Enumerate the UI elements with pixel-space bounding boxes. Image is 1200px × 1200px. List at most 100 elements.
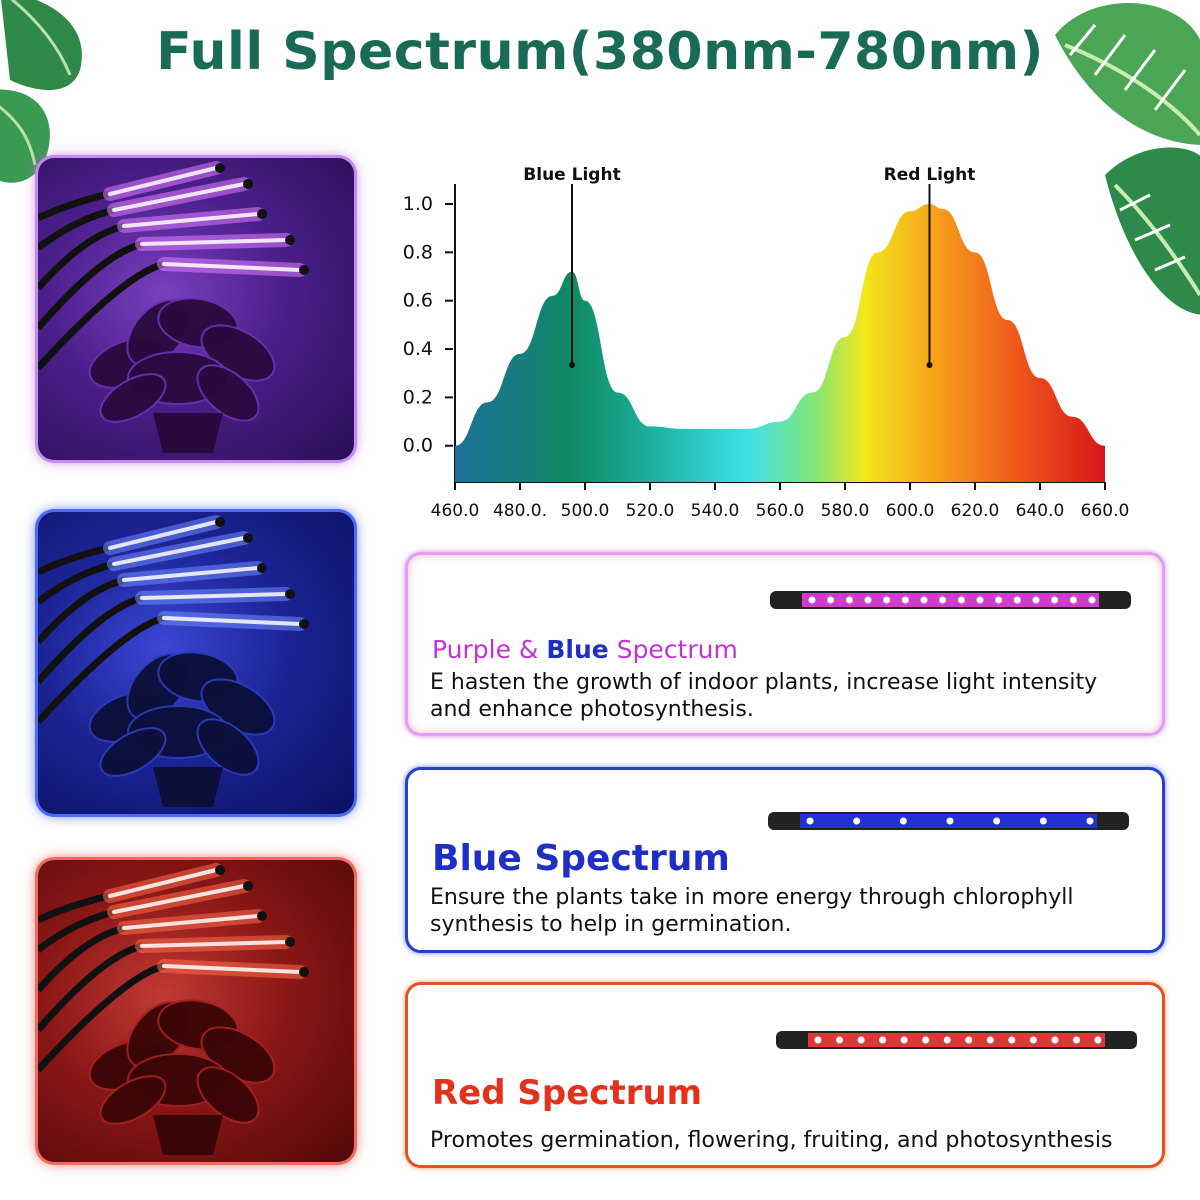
- lamp-arm: [38, 908, 115, 953]
- lamp-cap: [243, 881, 253, 891]
- led-dot: [901, 596, 909, 604]
- lamp-cap: [299, 265, 309, 275]
- card-description: Promotes germination, flowering, fruitin…: [430, 1128, 1113, 1153]
- plant-leaf: [99, 727, 167, 777]
- y-tick-label: 1.0: [403, 193, 433, 215]
- red-spectrum-card: Red Spectrum Promotes germination, flowe…: [405, 982, 1165, 1168]
- monstera-leaf-icon: [0, 0, 82, 183]
- lamp-arm: [38, 962, 165, 1073]
- lamp-cap: [215, 163, 225, 173]
- y-tick-label: 0.2: [403, 386, 433, 408]
- x-tick-label: 540.0: [691, 501, 740, 521]
- lamp-arm: [38, 594, 143, 685]
- lamp-tube: [122, 914, 260, 930]
- led-dot: [1039, 817, 1047, 825]
- heading-amp: &: [510, 635, 547, 664]
- lamp-tube: [112, 536, 246, 566]
- lamp-arm: [38, 222, 125, 291]
- monstera-leaf-icon: [1055, 2, 1200, 315]
- led-dot: [920, 596, 928, 604]
- spectrum-area: [455, 204, 1105, 482]
- led-dot: [845, 596, 853, 604]
- lamp-tube: [162, 262, 302, 272]
- lamp-tube: [162, 616, 302, 626]
- lamp-arm: [38, 924, 125, 993]
- lamp-cap: [215, 865, 225, 875]
- lamp-arm: [38, 942, 143, 1033]
- lamp-cap: [299, 619, 309, 629]
- led-dot: [827, 596, 835, 604]
- lamp-arm: [38, 190, 109, 222]
- card-heading: Purple & Blue Spectrum: [432, 635, 738, 664]
- led-dot: [879, 1036, 887, 1044]
- led-dot: [900, 1036, 908, 1044]
- led-dot: [943, 1036, 951, 1044]
- led-dot: [806, 817, 814, 825]
- lamp-cap: [285, 589, 295, 599]
- led-dot: [1072, 1036, 1080, 1044]
- led-dot: [1086, 817, 1094, 825]
- lamp-cap: [257, 563, 267, 573]
- plant-leaf: [99, 373, 167, 423]
- blue-lamp-photo: [38, 512, 354, 814]
- led-dot: [993, 817, 1001, 825]
- lamp-arm: [38, 260, 165, 371]
- heading-word-purple: Purple: [432, 635, 511, 664]
- y-tick-label: 0.0: [403, 435, 433, 457]
- led-dot: [1029, 1036, 1037, 1044]
- x-tick-label: 580.0: [821, 501, 870, 521]
- purple-led-bar-icon: [770, 591, 1131, 609]
- lamp-tube: [140, 238, 288, 246]
- card-description: Ensure the plants take in more energy th…: [430, 885, 1074, 937]
- red-lamp-photo: [38, 860, 354, 1162]
- x-tick-label: 660.0: [1081, 501, 1130, 521]
- plant-leaf: [99, 1075, 167, 1125]
- purple-lamp-photo: [38, 158, 354, 460]
- led-dot: [995, 596, 1003, 604]
- plant-leaf: [196, 364, 260, 422]
- lamp-tube: [140, 940, 288, 948]
- annotation-label: Blue Light: [523, 165, 620, 185]
- lamp-arm: [38, 240, 143, 331]
- x-tick-label: 640.0: [1016, 501, 1065, 521]
- led-dot: [986, 1036, 994, 1044]
- lamp-tube: [162, 964, 302, 974]
- plant-pot: [153, 413, 223, 453]
- x-tick-label: 520.0: [626, 501, 675, 521]
- plant-pot: [153, 767, 223, 807]
- x-tick-label: 500.0: [561, 501, 610, 521]
- annotation-dot: [569, 362, 575, 368]
- led-dot: [1013, 596, 1021, 604]
- led-dot: [1051, 596, 1059, 604]
- card-heading: Red Spectrum: [432, 1073, 703, 1113]
- led-dot: [946, 817, 954, 825]
- lamp-arm: [38, 560, 115, 605]
- lamp-cap: [215, 517, 225, 527]
- card-heading: Blue Spectrum: [432, 838, 730, 879]
- lamp-tube: [122, 212, 260, 228]
- led-bar-strip: [808, 1033, 1105, 1047]
- lamp-cap: [243, 179, 253, 189]
- y-tick-label: 0.4: [403, 338, 433, 360]
- blue-led-bar-icon: [768, 812, 1129, 830]
- heading-word-spectrum: Spectrum: [608, 635, 738, 664]
- lamp-arm: [38, 576, 125, 645]
- annotation-dot: [926, 362, 933, 368]
- lamp-cap: [257, 911, 267, 921]
- lamp-cap: [299, 967, 309, 977]
- plant-leaf: [196, 718, 260, 776]
- led-bar-strip: [802, 593, 1099, 607]
- led-dot: [1051, 1036, 1059, 1044]
- led-dot: [1008, 1036, 1016, 1044]
- x-tick-label: 620.0: [951, 501, 1000, 521]
- lamp-cap: [285, 937, 295, 947]
- lamp-arm: [38, 544, 109, 576]
- annotation-label: Red Light: [884, 165, 976, 185]
- lamp-cap: [285, 235, 295, 245]
- lamp-arm: [38, 892, 109, 924]
- purple-blue-spectrum-card: Purple & Blue Spectrum E hasten the grow…: [405, 552, 1165, 736]
- led-dot: [922, 1036, 930, 1044]
- led-dot: [1094, 1036, 1102, 1044]
- x-tick-label: 460.0: [431, 501, 480, 521]
- x-tick-label: 600.0: [886, 501, 935, 521]
